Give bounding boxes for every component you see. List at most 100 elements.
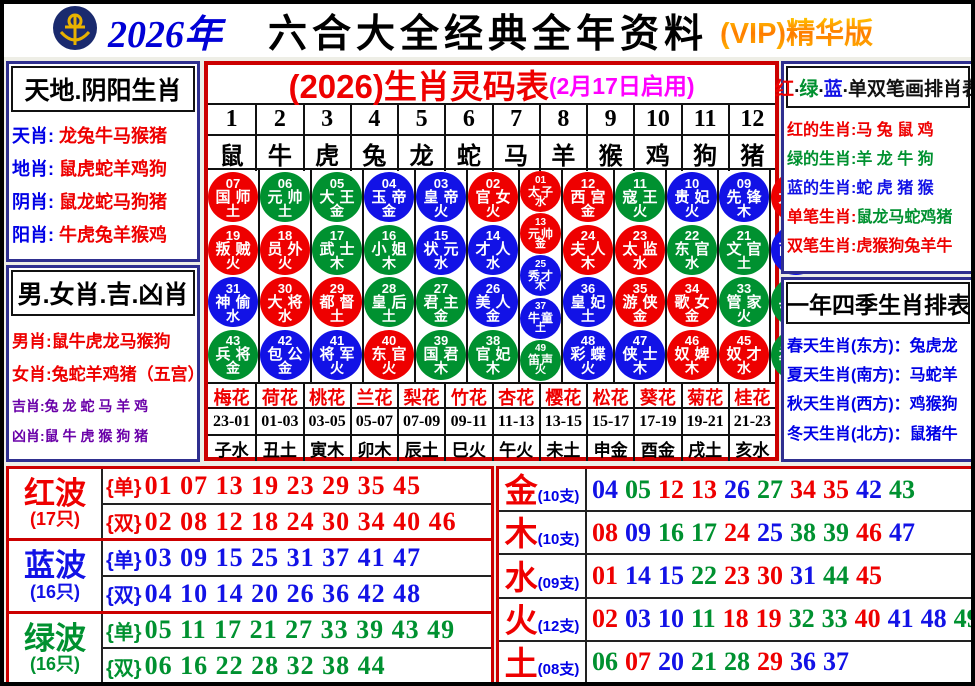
code-circles-grid: 07 国师土 19 叛贼火 31 神偷水 43 兵将金 06 元帅土 18 员外火 30 大将水 42 包公金…	[208, 168, 821, 382]
wave-rows: {单} 03 09 15 25 31 37 41 47 {双} 04 10 14 20…	[101, 541, 491, 611]
circle-title: 包公	[267, 346, 308, 364]
time-range-cell: 23-01	[212, 412, 251, 430]
code-circle-07: 07 国师土	[208, 172, 258, 223]
element-number: 43	[889, 474, 915, 504]
circle-number: 16	[381, 228, 397, 244]
left-top-row: 天肖: 龙兔牛马猴猪	[12, 126, 194, 147]
time-range-cell: 01-03	[255, 409, 302, 434]
wave-name: 绿波	[24, 620, 86, 656]
row-label: 地肖:	[12, 159, 54, 180]
zodiac-cell: 牛	[255, 136, 302, 171]
element-name: 火	[504, 601, 538, 639]
row-label: 吉肖:	[12, 398, 45, 415]
circle-column: 01 太子水 13 元帅金 25 秀才木 37 牛童土 49 笛声火	[518, 170, 561, 382]
circle-number: 23	[632, 228, 648, 244]
row-value: 鼠虎蛇羊鸡狗	[54, 159, 168, 180]
circle-number: 26	[485, 280, 501, 296]
panel-rows: 天肖: 龙兔牛马猴猪 地肖: 鼠虎蛇羊鸡狗 阴肖: 鼠龙蛇马狗猪 阳肖: 牛虎兔羊猴鸡	[9, 114, 197, 259]
wave-numbers: 03 09 15 25 31 37 41 47	[144, 543, 422, 573]
circle-number: 37	[534, 301, 547, 313]
circle-element: 火	[535, 364, 546, 377]
wave-color-table: 红波 (17只) {单} 01 07 13 19 23 29 35 45 {双} 02 0…	[6, 466, 494, 682]
circle-element: 木	[737, 202, 751, 219]
column-number-cell: 12	[727, 105, 775, 134]
table-title-main: (2026)生肖灵码表	[288, 68, 549, 105]
element-number: 12	[658, 474, 684, 504]
circle-number: 45	[736, 333, 752, 349]
time-range-cell: 03-05	[302, 409, 350, 434]
wave-numbers: 02 08 12 18 24 30 34 40 46	[144, 506, 457, 536]
element-number: 39	[823, 517, 849, 547]
element-number: 22	[691, 561, 717, 590]
odd-even-tag: {单}	[106, 621, 142, 644]
flower-cell: 梅花	[213, 388, 250, 408]
wave-section-green: 绿波 (16只) {单} 05 11 17 21 27 33 39 43 49 {双} 0…	[9, 610, 491, 682]
element-row-火: 火(12支)020310111819323340414849	[499, 596, 971, 640]
left-top-row: 阳肖: 牛虎兔羊猴鸡	[12, 225, 194, 246]
circle-element: 木	[581, 255, 595, 272]
circle-number: 15	[433, 228, 449, 244]
circle-element: 土	[226, 202, 240, 219]
time-range-cell: 13-15	[538, 409, 586, 434]
circle-number: 09	[736, 175, 752, 191]
row-label: 男肖:	[12, 331, 52, 351]
row-value: 冬天生肖(北方)：鼠猪牛	[787, 425, 958, 443]
circle-number: 14	[485, 228, 501, 244]
flower-cell: 菊花	[680, 384, 728, 410]
element-number: 11	[691, 604, 716, 634]
row-value: 鼠龙马蛇鸡猪	[856, 208, 953, 226]
left-bottom-row: 女肖:兔蛇羊鸡猪（五宫）	[12, 364, 205, 385]
element-number: 09	[625, 517, 651, 547]
element-numbers: 020310111819323340414849	[587, 599, 971, 640]
circle-number: 36	[580, 280, 596, 296]
code-circle-15: 15 状元水	[416, 224, 466, 275]
flower-cell: 竹花	[444, 384, 491, 410]
element-number: 04	[592, 474, 618, 504]
circle-number: 41	[329, 333, 345, 349]
odd-even-tag: {单}	[106, 549, 142, 572]
circle-element: 木	[330, 255, 344, 272]
element-number: 05	[625, 474, 651, 504]
circle-element: 土	[737, 255, 751, 272]
circle-title: 笛声	[527, 353, 554, 368]
five-element-table: 金 (10支) 04 05 12 13 26 27 34 35 42 43 木 (10支) 08 09 16 17…	[496, 466, 971, 682]
circle-title: 牛童	[527, 311, 554, 326]
element-number: 35	[823, 474, 849, 504]
row-label: 绿的生肖:	[787, 150, 857, 168]
right-bottom-row: 夏天生肖(南方)：马蛇羊	[787, 367, 969, 385]
circle-title: 奴婢	[674, 346, 715, 364]
wave-label: 绿波 (16只)	[9, 614, 101, 682]
circle-number: 31	[225, 280, 241, 296]
element-number: 18	[722, 604, 749, 634]
circle-number: 47	[632, 333, 648, 349]
element-number: 44	[823, 561, 849, 590]
element-number: 42	[856, 474, 882, 504]
title-part: 绿	[799, 78, 819, 100]
row-label: 女肖:	[12, 364, 52, 384]
code-circle-24: 24 夫人木	[563, 224, 613, 275]
zodiac-cell: 蛇	[444, 136, 491, 171]
circle-title: 才人	[475, 241, 516, 259]
code-circle-10: 10 贵妃火	[667, 172, 717, 223]
time-range-row: 23-01 01-03 03-05 05-07 07-09 09-11 11-13 13-15…	[208, 407, 775, 434]
circle-element: 土	[278, 202, 292, 219]
row-value: 鼠 牛 虎 猴 狗 猪	[44, 428, 149, 445]
element-numbers: 01 14 15 22 23 30 31 44 45	[587, 555, 971, 596]
flower-cell: 桂花	[727, 384, 775, 410]
title-part: 红	[775, 78, 795, 100]
wave-label: 红波 (17只)	[9, 469, 101, 538]
circle-number: 10	[684, 175, 700, 191]
row-value: 春天生肖(东方)：兔虎龙	[787, 337, 958, 355]
zodiac-cell: 虎	[302, 136, 350, 171]
circle-title: 贵妃	[674, 188, 715, 206]
right-top-row: 双笔生肖:虎猴狗兔羊牛	[787, 238, 969, 256]
element-count: (10支)	[537, 488, 580, 506]
code-circle-31: 31 神偷水	[208, 277, 258, 328]
element-number: 14	[625, 561, 651, 590]
circle-number: 22	[684, 228, 700, 244]
circle-title: 管家	[726, 293, 767, 311]
element-number: 20	[658, 647, 684, 677]
circle-element: 金	[226, 360, 240, 377]
circle-number: 17	[329, 228, 345, 244]
circle-element: 土	[382, 307, 396, 324]
